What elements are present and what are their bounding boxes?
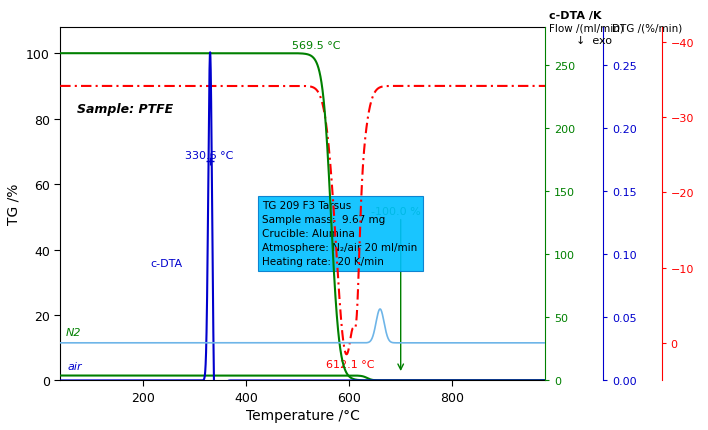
- Text: 569.5 °C: 569.5 °C: [292, 41, 341, 51]
- Y-axis label: TG /%: TG /%: [6, 184, 21, 225]
- Text: ↓  exo: ↓ exo: [576, 36, 612, 46]
- X-axis label: Temperature /°C: Temperature /°C: [246, 408, 360, 422]
- Text: DTG /(%/min): DTG /(%/min): [612, 24, 683, 34]
- Text: air: air: [68, 361, 83, 371]
- Text: Flow /(ml/min): Flow /(ml/min): [549, 24, 624, 34]
- Text: N2: N2: [65, 327, 81, 337]
- Text: 612.1 °C: 612.1 °C: [326, 359, 375, 369]
- Text: 330.6 °C: 330.6 °C: [185, 150, 233, 160]
- Text: -100.0 %: -100.0 %: [371, 206, 421, 216]
- Text: TG 209 F3 Tarsus
Sample mass:  9.67 mg
Crucible: Alumina
Atmosphere: N₂/air 20 m: TG 209 F3 Tarsus Sample mass: 9.67 mg Cr…: [263, 201, 418, 267]
- Text: Sample: PTFE: Sample: PTFE: [77, 103, 173, 116]
- Text: c-DTA /K: c-DTA /K: [549, 11, 601, 21]
- Text: c-DTA: c-DTA: [151, 258, 183, 268]
